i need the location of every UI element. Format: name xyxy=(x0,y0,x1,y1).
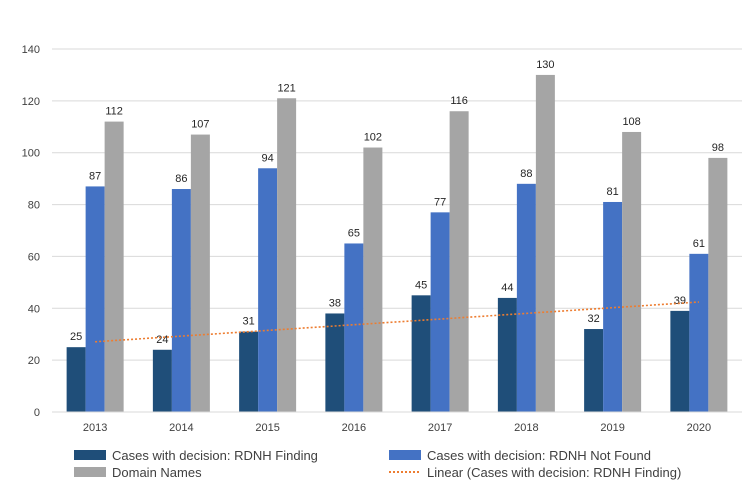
data-label: 24 xyxy=(156,334,168,346)
legend-swatch-rdnh-finding xyxy=(74,450,106,460)
x-tick-label: 2015 xyxy=(255,422,279,434)
legend: Cases with decision: RDNH Finding Cases … xyxy=(74,448,681,480)
bar xyxy=(85,186,105,412)
bar xyxy=(430,212,450,412)
bar xyxy=(104,121,124,412)
data-label: 112 xyxy=(105,106,123,118)
bar xyxy=(584,329,604,412)
legend-swatch-domain-names xyxy=(74,467,106,477)
data-label: 88 xyxy=(520,168,532,180)
bar xyxy=(449,111,469,412)
bar xyxy=(325,313,345,412)
data-label: 130 xyxy=(536,59,554,71)
bar xyxy=(152,349,172,412)
data-label: 116 xyxy=(450,95,468,107)
legend-label-domain-names: Domain Names xyxy=(112,465,202,480)
data-label: 81 xyxy=(607,186,619,198)
data-label: 108 xyxy=(622,116,640,128)
y-tick-label: 60 xyxy=(28,251,40,263)
data-label: 65 xyxy=(348,227,360,239)
bar xyxy=(497,297,517,412)
legend-label-rdnh-finding: Cases with decision: RDNH Finding xyxy=(112,448,318,463)
y-tick-label: 40 xyxy=(28,303,40,315)
data-label: 86 xyxy=(175,173,187,185)
x-tick-label: 2016 xyxy=(342,422,366,434)
data-label: 61 xyxy=(693,238,705,250)
x-tick-label: 2019 xyxy=(600,422,624,434)
data-label: 77 xyxy=(434,196,446,208)
data-label: 32 xyxy=(588,313,600,325)
data-label: 102 xyxy=(364,132,382,144)
bar xyxy=(277,98,297,412)
data-label: 98 xyxy=(712,142,724,154)
bar xyxy=(239,331,259,412)
data-label: 25 xyxy=(70,331,82,343)
bar xyxy=(670,310,690,412)
bar xyxy=(190,134,210,413)
y-tick-label: 20 xyxy=(28,355,40,367)
data-label: 45 xyxy=(415,279,427,291)
x-tick-label: 2013 xyxy=(83,422,107,434)
x-axis: 2013 2014 2015 2016 2017 2018 2019 2020 xyxy=(52,411,742,434)
bar xyxy=(689,253,709,412)
bar xyxy=(708,157,728,412)
y-tick-label: 100 xyxy=(22,148,40,160)
bar xyxy=(258,168,278,412)
legend-label-trendline: Linear (Cases with decision: RDNH Findin… xyxy=(427,465,681,480)
bar xyxy=(603,201,623,412)
data-label: 107 xyxy=(191,119,209,131)
data-label: 94 xyxy=(262,152,274,164)
legend-swatch-rdnh-not-found xyxy=(389,450,421,460)
data-label: 87 xyxy=(89,170,101,182)
bar xyxy=(411,295,431,412)
legend-label-rdnh-not-found: Cases with decision: RDNH Not Found xyxy=(427,448,651,463)
x-tick-label: 2020 xyxy=(687,422,711,434)
bar xyxy=(535,74,555,412)
y-tick-label: 0 xyxy=(34,407,40,419)
y-tick-label: 80 xyxy=(28,200,40,212)
bar xyxy=(344,243,364,412)
bar xyxy=(516,183,536,412)
bar xyxy=(66,347,86,412)
trendline-line xyxy=(95,301,699,343)
data-label: 38 xyxy=(329,297,341,309)
bar xyxy=(363,147,383,412)
x-tick-label: 2014 xyxy=(169,422,193,434)
data-label: 44 xyxy=(501,282,513,294)
data-label: 31 xyxy=(243,316,255,328)
data-label: 121 xyxy=(277,82,295,94)
trendline xyxy=(95,301,699,343)
y-tick-label: 140 xyxy=(22,44,40,56)
y-tick-label: 120 xyxy=(22,96,40,108)
bar xyxy=(171,189,191,412)
bar xyxy=(622,131,642,412)
x-tick-label: 2018 xyxy=(514,422,538,434)
x-tick-label: 2017 xyxy=(428,422,452,434)
bars: 25 87 112 24 86 107 31 94 121 38 65 102 45 77 116 44 88 1… xyxy=(66,59,728,413)
data-label: 39 xyxy=(674,295,686,307)
y-axis: 0 20 40 60 80 100 120 140 xyxy=(22,44,40,419)
